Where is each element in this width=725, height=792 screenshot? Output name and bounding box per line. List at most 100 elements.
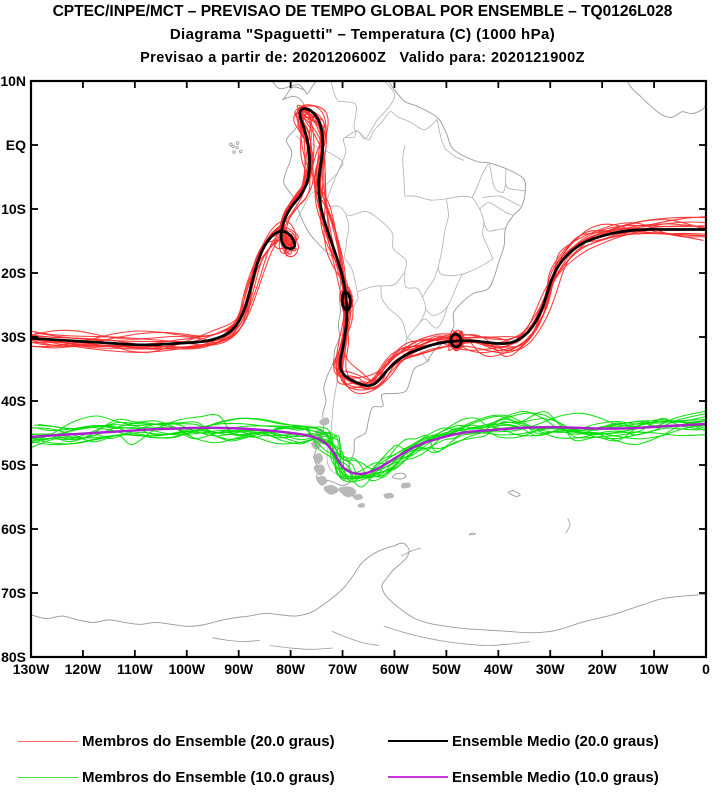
ensemble-member-contour xyxy=(31,104,706,379)
land-patch xyxy=(383,492,394,499)
x-axis-label: 100W xyxy=(168,661,206,677)
forecast-time-line: Previsao a partir de: 2020120600Z Valido… xyxy=(140,50,585,66)
ensemble-members-20 xyxy=(31,104,706,395)
land-patch xyxy=(315,476,328,486)
ensemble-member-contour xyxy=(447,329,464,351)
island-galapagos xyxy=(239,149,243,154)
ensemble-member-contour xyxy=(31,420,706,474)
x-axis-label: 60W xyxy=(380,661,409,677)
border-line xyxy=(402,144,406,197)
island-galapagos xyxy=(235,141,240,145)
legend-color-swatch xyxy=(388,740,448,742)
coastline-south-america xyxy=(282,81,527,486)
legend-color-swatch xyxy=(18,776,78,778)
land-patch xyxy=(319,417,330,426)
ensemble-mean-contour-20 xyxy=(31,107,706,388)
x-axis-label: 90W xyxy=(224,661,254,677)
ice-shelf-line xyxy=(269,645,333,650)
chart-subtitle: Diagrama "Spaguetti" – Temperatura (C) (… xyxy=(169,26,556,43)
ensemble-member-contour xyxy=(32,104,706,386)
coastline-antarctica xyxy=(31,542,706,634)
border-line xyxy=(471,163,489,198)
coastline-mexico xyxy=(198,0,256,51)
legend-item: Ensemble Medio (10.0 graus) xyxy=(388,762,659,792)
y-axis-label: 10S xyxy=(1,201,26,217)
page-title: CPTEC/INPE/MCT – PREVISAO DE TEMPO GLOBA… xyxy=(52,3,673,20)
coastline-puerto-rico xyxy=(357,26,366,31)
ensemble-member-contour xyxy=(31,106,706,395)
border-line xyxy=(503,168,507,193)
coastline-cuba xyxy=(267,0,322,17)
border-line xyxy=(380,285,408,339)
chart-title-block: CPTEC/INPE/MCT – PREVISAO DE TEMPO GLOBA… xyxy=(0,0,725,68)
x-axis-label: 80W xyxy=(276,661,306,677)
spaghetti-map-svg xyxy=(29,0,708,659)
border-line xyxy=(420,305,448,329)
border-line xyxy=(482,195,523,207)
border-line xyxy=(330,81,358,132)
island-south-orkney xyxy=(468,532,476,536)
border-line xyxy=(436,119,446,150)
border-line xyxy=(404,195,473,201)
ice-shelf-line xyxy=(212,637,260,643)
y-axis-label: 80S xyxy=(1,649,26,665)
y-axis-label: 50S xyxy=(1,457,26,473)
border-line xyxy=(295,171,339,223)
border-line xyxy=(488,162,504,193)
x-axis-label: 10W xyxy=(639,661,669,677)
border-line xyxy=(343,81,396,140)
legend-item: Membros do Ensemble (10.0 graus) xyxy=(18,762,335,792)
land-patch xyxy=(312,453,324,465)
border-line xyxy=(343,214,359,299)
coastline-trinidad xyxy=(384,73,391,80)
y-axis-label: 20S xyxy=(1,265,26,281)
legend-color-swatch xyxy=(388,776,448,778)
map-layer xyxy=(31,0,706,650)
border-line xyxy=(444,148,465,161)
ensemble-member-contour xyxy=(31,410,706,488)
border-line xyxy=(479,202,514,216)
island-falklands xyxy=(391,472,407,480)
island-galapagos xyxy=(231,144,235,148)
border-line xyxy=(422,267,439,298)
x-axis-label: 130W xyxy=(12,661,50,677)
border-line xyxy=(505,184,526,192)
coastline-central-america xyxy=(271,81,305,91)
y-axis-label: 40S xyxy=(1,393,26,409)
y-axis-label: 70S xyxy=(1,585,26,601)
y-axis-label: 30S xyxy=(1,329,26,345)
island-galapagos xyxy=(229,142,233,147)
land-patch xyxy=(400,482,411,489)
x-axis-label: 110W xyxy=(116,661,153,677)
ensemble-member-contour xyxy=(31,418,706,478)
coastline-hispaniola xyxy=(320,17,351,29)
border-line xyxy=(471,197,494,260)
ensemble-mean-contour-20 xyxy=(449,332,463,349)
land-patch xyxy=(352,494,363,500)
land-patch xyxy=(357,503,365,508)
map-plot-area: 10N EQ 10S 20S 30S 40S 50S 60S 70S 80S 130W 120W 110… xyxy=(0,0,710,677)
x-axis-label: 50W xyxy=(431,661,461,677)
y-axis-label: EQ xyxy=(5,137,26,153)
ice-shelf-line xyxy=(331,631,380,646)
x-axis-label: 40W xyxy=(483,661,513,677)
island-galapagos xyxy=(235,145,239,150)
border-line xyxy=(295,135,344,171)
legend-item: Membros do Ensemble (20.0 graus) xyxy=(18,726,335,756)
coastline-antarctic-peninsula xyxy=(401,547,421,557)
x-axis-label: 120W xyxy=(64,661,102,677)
x-axis-label: 70W xyxy=(328,661,357,677)
coastline-lesser-antilles xyxy=(389,55,390,57)
legend-label: Membros do Ensemble (10.0 graus) xyxy=(82,768,335,786)
legend-label: Membros do Ensemble (20.0 graus) xyxy=(82,732,335,750)
border-line xyxy=(437,198,449,269)
legend-label: Ensemble Medio (20.0 graus) xyxy=(452,732,659,750)
land-patch xyxy=(323,484,339,495)
border-line xyxy=(483,221,506,232)
island-south-sandwich xyxy=(565,518,571,534)
x-axis-label: 30W xyxy=(535,661,565,677)
legend-label: Ensemble Medio (10.0 graus) xyxy=(452,768,659,786)
border-line xyxy=(357,272,405,292)
x-axis-label: 20W xyxy=(587,661,617,677)
coastline-west-africa xyxy=(626,81,706,118)
